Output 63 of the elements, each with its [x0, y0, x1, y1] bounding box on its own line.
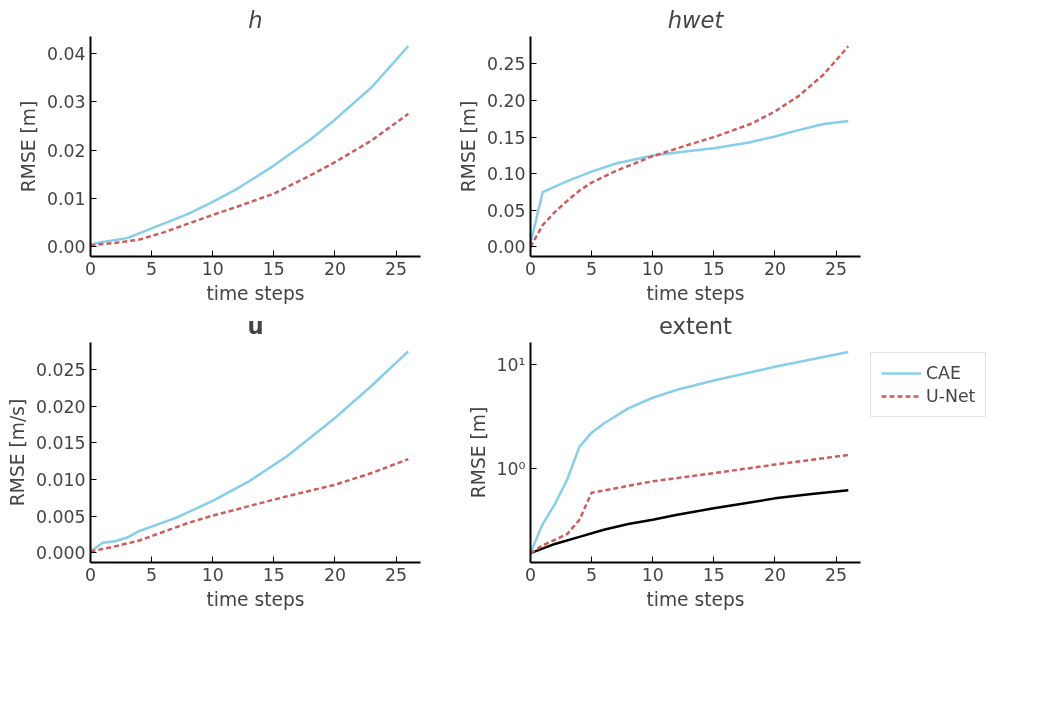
y-tick-label: 10¹ [496, 354, 526, 375]
y-tick-label: 10⁰ [496, 458, 526, 479]
line-series [90, 457, 410, 553]
y-tick-label: 0.15 [486, 127, 526, 148]
x-tick-label: 15 [262, 258, 285, 279]
y-axis-title: RMSE [m] [467, 406, 489, 499]
x-tick-label: 25 [825, 564, 848, 585]
x-tick-label: 25 [385, 564, 408, 585]
chart-title: u [247, 312, 264, 339]
x-tick-label: 20 [763, 564, 786, 585]
y-tick-label: 0.00 [486, 237, 526, 258]
x-tick-label: 20 [323, 564, 346, 585]
x-tick-label: 15 [702, 258, 725, 279]
x-tick-label: 5 [586, 258, 598, 279]
x-tick-label: 10 [201, 564, 224, 585]
y-tick-label: 0.025 [35, 360, 86, 381]
line-series [530, 453, 850, 555]
x-tick-label: 10 [641, 564, 664, 585]
y-tick-label: 0.02 [46, 140, 86, 161]
x-tick-label: 0 [84, 564, 97, 585]
x-tick-label: 15 [702, 564, 725, 585]
x-tick-label: 20 [323, 258, 346, 279]
x-axis-title: time steps [206, 588, 305, 610]
y-tick-label: 0.015 [35, 433, 86, 454]
x-axis-title: time steps [646, 282, 745, 304]
x-tick-label: 5 [146, 564, 158, 585]
x-tick-label: 0 [524, 564, 537, 585]
x-tick-label: 10 [201, 258, 224, 279]
x-tick-label: 0 [524, 258, 537, 279]
y-axis-title: RMSE [m] [17, 100, 39, 193]
x-tick-label: 5 [586, 564, 598, 585]
y-tick-label: 0.05 [486, 200, 526, 221]
line-series [90, 112, 410, 247]
line-series [90, 44, 410, 246]
y-tick-label: 0.00 [46, 237, 86, 258]
y-tick-label: 0.01 [46, 188, 86, 209]
x-tick-label: 20 [763, 258, 786, 279]
x-tick-label: 10 [641, 258, 664, 279]
line-series [90, 350, 410, 553]
x-tick-label: 25 [825, 258, 848, 279]
line-series [530, 45, 850, 249]
y-tick-label: 0.03 [46, 92, 86, 113]
y-axis-title: RMSE [m/s] [6, 398, 28, 507]
x-tick-label: 15 [262, 564, 285, 585]
x-tick-label: 25 [385, 258, 408, 279]
x-tick-label: 0 [84, 258, 97, 279]
y-tick-label: 0.10 [486, 164, 526, 185]
x-tick-label: 5 [146, 258, 158, 279]
legend-label: CAE [926, 363, 961, 383]
y-tick-label: 0.020 [35, 396, 86, 417]
legend-label: U-Net [926, 386, 976, 406]
y-tick-label: 0.010 [35, 470, 86, 491]
y-tick-label: 0.25 [486, 54, 526, 75]
y-tick-label: 0.04 [46, 43, 86, 64]
y-axis-title: RMSE [m] [457, 100, 479, 193]
x-axis-title: time steps [206, 282, 305, 304]
y-tick-label: 0.005 [35, 506, 86, 527]
chart-title: extent [658, 312, 733, 339]
y-tick-label: 0.000 [35, 543, 86, 564]
chart-title: h [248, 6, 263, 33]
y-tick-label: 0.20 [486, 91, 526, 112]
x-axis-title: time steps [646, 588, 745, 610]
chart-title: hwet [667, 6, 725, 33]
